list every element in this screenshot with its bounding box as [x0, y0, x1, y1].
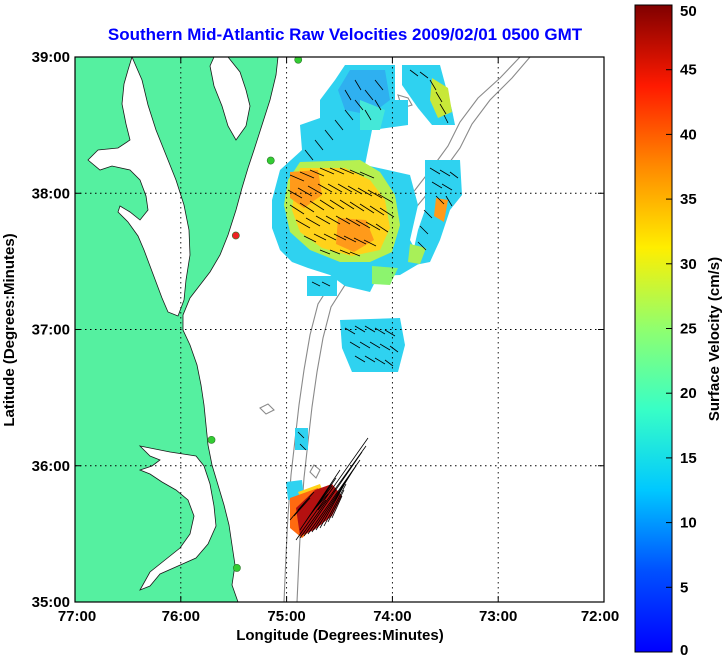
radar-stations [207, 57, 303, 572]
colorbar-tick-label: 40 [680, 126, 697, 143]
colorbar-tick-label: 0 [680, 642, 688, 659]
radar-station [232, 564, 241, 572]
colorbar-tick-label: 5 [680, 579, 688, 596]
colorbar-tick-label: 25 [680, 321, 697, 338]
y-tick-label: 39:00 [32, 49, 70, 66]
radar-station [207, 435, 216, 444]
y-tick-label: 38:00 [32, 185, 70, 202]
colorbar-ticks: 0 5 10 15 20 25 30 35 40 45 50 [666, 3, 697, 659]
pamlico-sound [138, 445, 217, 591]
x-axis-ticks: 77:00 76:00 75:00 74:00 73:00 72:00 [58, 57, 619, 625]
x-tick-label: 73:00 [479, 608, 517, 625]
y-tick-label: 37:00 [32, 322, 70, 339]
delaware-bay [209, 57, 251, 141]
radar-station [266, 156, 275, 165]
x-tick-label: 76:00 [162, 608, 200, 625]
colorbar-tick-label: 35 [680, 191, 697, 208]
radar-station [231, 231, 240, 240]
x-tick-label: 77:00 [58, 608, 96, 625]
map-title: Southern Mid-Atlantic Raw Velocities 200… [108, 25, 583, 44]
x-tick-label: 74:00 [373, 608, 411, 625]
y-tick-label: 35:00 [32, 594, 70, 611]
x-axis-label: Longitude (Degrees:Minutes) [236, 627, 444, 644]
colorbar [634, 4, 673, 653]
y-axis-label: Latitude (Degrees:Minutes) [1, 233, 18, 426]
x-tick-label: 75:00 [267, 608, 305, 625]
colorbar-label: Surface Velocity (cm/s) [706, 257, 723, 421]
x-tick-label: 72:00 [581, 608, 619, 625]
colorbar-tick-label: 50 [680, 3, 697, 20]
radar-station [294, 57, 303, 64]
colorbar-tick-label: 10 [680, 515, 697, 532]
chesapeake-bay [87, 57, 191, 317]
graticule [75, 57, 604, 602]
y-tick-label: 36:00 [32, 458, 70, 475]
colorbar-tick-label: 30 [680, 256, 697, 273]
colorbar-tick-label: 45 [680, 62, 697, 79]
colorbar-tick-label: 15 [680, 450, 697, 467]
y-axis-ticks: 35:00 36:00 37:00 38:00 39:00 [32, 49, 604, 611]
colorbar-tick-label: 20 [680, 385, 697, 402]
velocity-vectors [287, 69, 459, 541]
